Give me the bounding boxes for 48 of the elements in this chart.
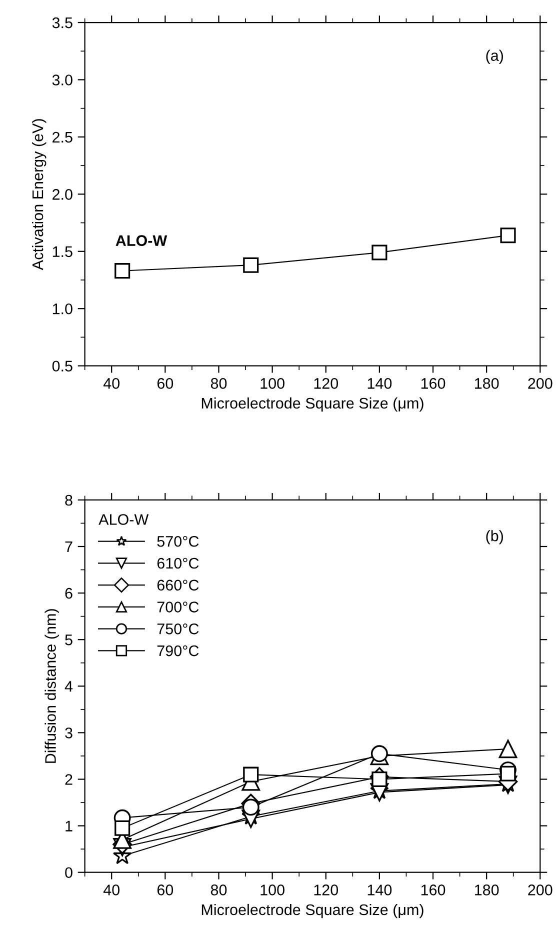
x-tick-label: 120 bbox=[314, 378, 338, 389]
annotation: (b) bbox=[486, 530, 503, 544]
y-tick-label: 4 bbox=[64, 681, 73, 692]
x-tick-label: 40 bbox=[103, 378, 120, 389]
x-tick-label: 200 bbox=[528, 378, 552, 389]
legend-label: 660°C bbox=[157, 580, 199, 591]
x-axis-title: Microelectrode Square Size (μm) bbox=[202, 904, 424, 918]
x-tick-label: 60 bbox=[157, 378, 174, 389]
y-tick-label: 1 bbox=[66, 820, 72, 832]
x-tick-label: 140 bbox=[368, 378, 392, 389]
y-axis-title: Diffusion distance (nm) bbox=[44, 609, 59, 763]
y-tick-label: 0 bbox=[65, 867, 72, 878]
annotation: ALO-W bbox=[116, 235, 168, 246]
x-tick-label: 40 bbox=[103, 884, 120, 896]
legend-label: 570°C bbox=[157, 536, 199, 547]
x-tick-label: 100 bbox=[260, 884, 284, 896]
legend-label: 790°C bbox=[157, 645, 199, 656]
y-tick-label: 2 bbox=[65, 774, 72, 785]
legend-label: 700°C bbox=[157, 602, 199, 612]
x-tick-label: 160 bbox=[421, 884, 446, 896]
y-tick-label: 2.5 bbox=[52, 132, 72, 143]
y-tick-label: 5 bbox=[65, 634, 72, 646]
y-tick-label: 1.0 bbox=[52, 303, 72, 314]
x-tick-label: 120 bbox=[314, 884, 338, 896]
annotation: (a) bbox=[486, 50, 503, 64]
x-tick-label: 160 bbox=[421, 378, 446, 389]
y-tick-label: 3.5 bbox=[52, 17, 72, 28]
x-tick-label: 60 bbox=[157, 884, 174, 896]
x-tick-label: 200 bbox=[528, 884, 552, 896]
y-tick-label: 7 bbox=[65, 542, 72, 552]
y-tick-label: 3 bbox=[65, 728, 72, 738]
y-tick-label: 2.0 bbox=[52, 189, 72, 200]
legend-title: ALO-W bbox=[98, 514, 149, 525]
y-tick-label: 3.0 bbox=[52, 74, 72, 86]
x-tick-label: 100 bbox=[260, 378, 284, 389]
y-tick-label: 0.5 bbox=[52, 360, 72, 372]
legend-label: 610°C bbox=[157, 558, 199, 569]
y-tick-label: 1.5 bbox=[52, 246, 72, 258]
x-tick-label: 180 bbox=[474, 378, 499, 389]
y-tick-label: 8 bbox=[65, 494, 72, 506]
legend-label: 750°C bbox=[157, 624, 199, 634]
y-axis-title: Activation Energy (eV) bbox=[32, 119, 46, 270]
x-tick-label: 180 bbox=[474, 884, 499, 896]
y-tick-label: 6 bbox=[65, 588, 72, 599]
x-tick-label: 80 bbox=[210, 884, 227, 896]
x-tick-label: 140 bbox=[368, 884, 392, 896]
x-axis-title: Microelectrode Square Size (μm) bbox=[202, 397, 424, 412]
x-tick-label: 80 bbox=[210, 378, 227, 389]
